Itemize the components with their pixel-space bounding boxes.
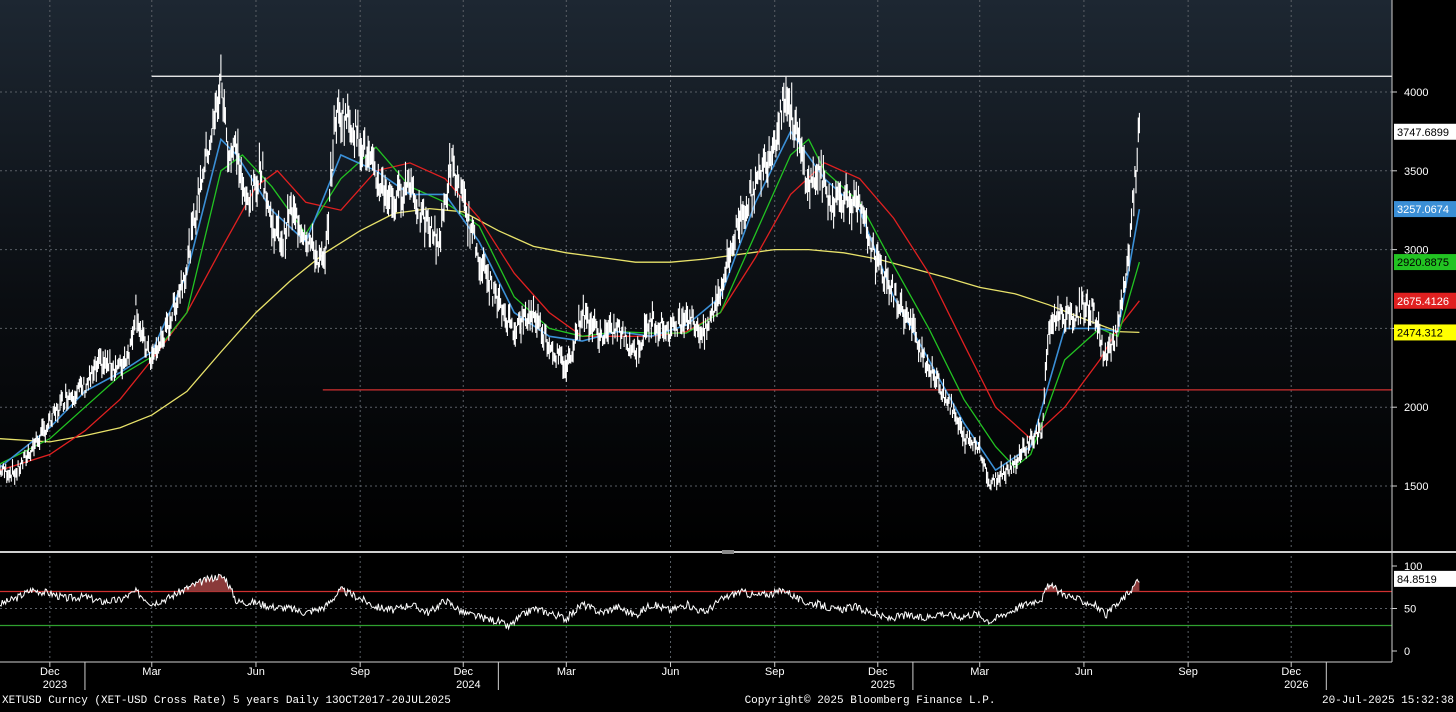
ma_very_long-series (0, 207, 1140, 443)
ma_very_long-last-label: 2474.312 (1397, 327, 1443, 339)
month-tick-label: Mar (142, 666, 161, 678)
month-tick-label: Jun (247, 666, 265, 678)
month-tick-label: Sep (350, 666, 370, 678)
month-tick-label: Dec (1281, 666, 1301, 678)
grid (0, 0, 1392, 660)
ma_mid-last-label: 2920.8875 (1397, 257, 1449, 269)
year-label: 2023 (43, 679, 67, 691)
price-tick-label: 2000 (1404, 402, 1428, 414)
rsi-tick-label: 50 (1404, 604, 1416, 616)
year-label: 2025 (871, 679, 895, 691)
price-tick-label: 4000 (1404, 87, 1428, 99)
month-tick-label: Jun (662, 666, 680, 678)
panel-divider-handle[interactable] (722, 550, 734, 554)
price-tick-label: 1500 (1404, 481, 1428, 493)
ma_long-last-label: 2675.4126 (1397, 296, 1449, 308)
ma_short-last-label: 3257.0674 (1397, 204, 1449, 216)
price-plot (0, 54, 1392, 491)
month-tick-label: Sep (1178, 666, 1198, 678)
year-label: 2026 (1284, 679, 1308, 691)
price-panel-bg (0, 0, 1392, 550)
month-tick-label: Dec (453, 666, 473, 678)
footer-timestamp: 20-Jul-2025 15:32:38 (1322, 695, 1454, 707)
footer-copyright: Copyright© 2025 Bloomberg Finance L.P. (745, 695, 996, 707)
month-tick-label: Jun (1075, 666, 1093, 678)
ma_very_long-last-label-bg (1394, 324, 1456, 341)
month-tick-label: Mar (970, 666, 989, 678)
ma_mid-last-label-bg (1394, 254, 1456, 271)
rsi-tick-label: 0 (1404, 646, 1410, 658)
month-tick-label: Sep (765, 666, 785, 678)
rsi-last-label-bg (1394, 570, 1456, 587)
price-last-label: 3747.6899 (1397, 127, 1449, 139)
month-tick-label: Dec (868, 666, 888, 678)
ma_short-last-label-bg (1394, 201, 1456, 218)
rsi-tick-label: 100 (1404, 561, 1422, 573)
ma_long-last-label-bg (1394, 292, 1456, 309)
month-tick-label: Dec (40, 666, 60, 678)
footer-security: XETUSD Curncy (XET-USD Cross Rate) 5 yea… (2, 695, 451, 707)
last-value-labels: 3747.6899 3257.0674 2920.8875 2675.4126 2474… (1394, 123, 1456, 587)
year-label: 2024 (456, 679, 480, 691)
price-series (0, 54, 1140, 491)
month-tick-label: Mar (557, 666, 576, 678)
rsi-series (0, 573, 1140, 631)
price-tick-label: 3500 (1404, 166, 1428, 178)
price-last-label-bg (1394, 123, 1456, 140)
price-tick-label: 3000 (1404, 245, 1428, 257)
rsi-plot (0, 573, 1392, 631)
rsi-last-label: 84.8519 (1397, 574, 1437, 586)
